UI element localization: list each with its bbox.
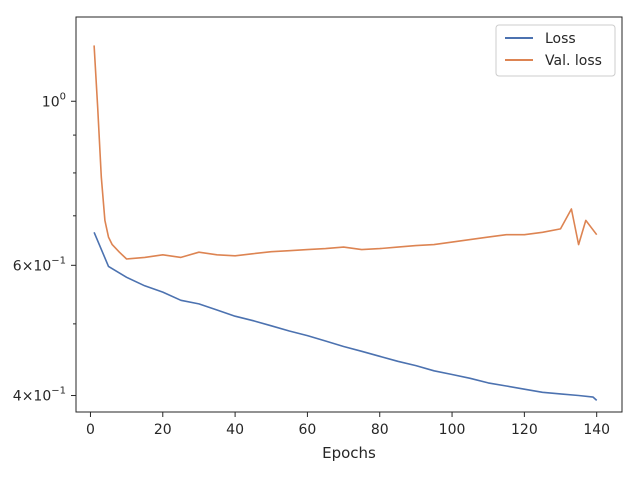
y-ticks: 100 6×10−1 4×10−1	[13, 91, 76, 405]
legend: Loss Val. loss	[495, 24, 616, 77]
y-tick-label: 6×10−1	[13, 255, 66, 274]
x-tick-label: 80	[371, 422, 389, 438]
x-tick-label: 120	[511, 422, 538, 438]
legend-label-val-loss: Val. loss	[545, 53, 602, 69]
x-ticks: 0 20 40 60 80 100 120 140	[86, 412, 610, 438]
series-line-val-loss	[93, 45, 598, 260]
x-tick-label: 60	[299, 422, 317, 438]
plot-background	[76, 17, 622, 412]
x-tick-label: 100	[439, 422, 466, 438]
y-tick-label: 100	[42, 91, 66, 110]
x-tick-label: 20	[154, 422, 172, 438]
y-tick-label: 4×10−1	[13, 386, 66, 405]
legend-label-loss: Loss	[545, 31, 576, 47]
x-tick-label: 40	[226, 422, 244, 438]
series-line-loss	[93, 231, 598, 401]
series-layer	[93, 45, 598, 401]
x-tick-label: 140	[583, 422, 610, 438]
x-axis-label: Epochs	[322, 444, 376, 462]
x-tick-label: 0	[86, 422, 95, 438]
plot-frame	[75, 16, 623, 413]
